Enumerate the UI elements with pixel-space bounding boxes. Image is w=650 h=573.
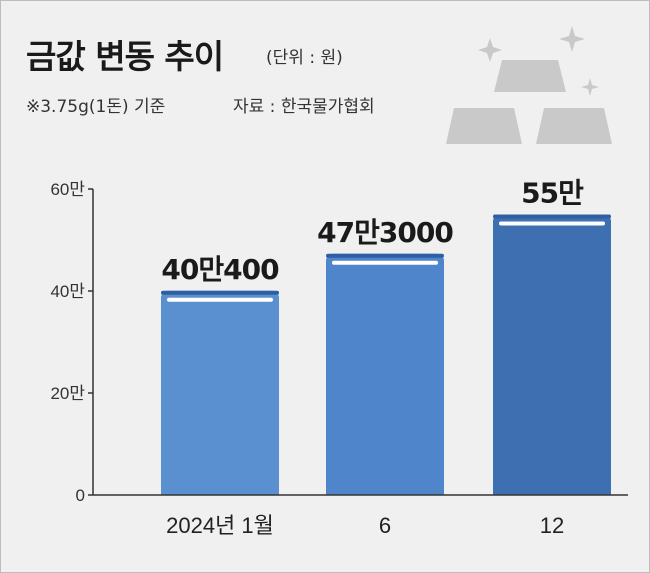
data-label: 55만: [521, 177, 584, 210]
data-label: 40만400: [161, 253, 279, 286]
source-note: 자료 : 한국물가협회: [233, 97, 375, 117]
y-tick-label: 40만: [50, 282, 85, 301]
unit-note: (단위 : 원): [266, 48, 343, 68]
bar: [326, 253, 444, 495]
bar-base: [493, 487, 611, 495]
y-axis: 0 20만 40만 60만: [50, 180, 94, 505]
bar-cap: [493, 214, 611, 219]
x-tick-label: 2024년 1월: [166, 513, 274, 538]
x-tick-label: 12: [540, 513, 564, 538]
x-tick-label: 6: [379, 513, 391, 538]
bar-base: [326, 487, 444, 495]
gold-bars-icon: [446, 26, 612, 144]
y-tick-label: 0: [76, 486, 85, 505]
bar-cap: [161, 290, 279, 295]
data-label: 47만3000: [317, 216, 453, 249]
x-axis: 2024년 1월 6 12: [93, 494, 628, 538]
basis-note: ※3.75g(1돈) 기준: [26, 97, 166, 117]
chart-title: 금값 변동 추이: [26, 37, 224, 76]
y-tick-label: 60만: [50, 180, 85, 199]
y-tick-label: 20만: [50, 384, 85, 403]
bar-base: [161, 487, 279, 495]
bars: 40만400 47만3000 55만: [161, 177, 611, 495]
bar: [161, 290, 279, 495]
bar: [493, 214, 611, 495]
bar-cap: [326, 253, 444, 258]
